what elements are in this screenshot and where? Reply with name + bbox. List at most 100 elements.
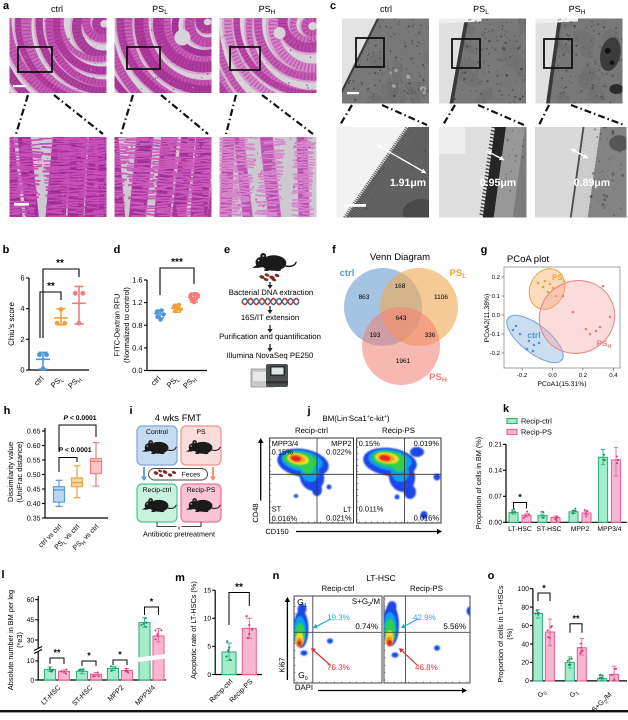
svg-text:ST: ST	[272, 505, 282, 514]
svg-text:0.2: 0.2	[492, 274, 501, 281]
svg-text:Recip-ctrl: Recip-ctrl	[143, 487, 172, 494]
svg-text:PCoA2(11.38%): PCoA2(11.38%)	[484, 294, 491, 343]
svg-text:h: h	[4, 405, 11, 417]
svg-text:ctrl: ctrl	[51, 4, 63, 14]
svg-text:643: 643	[396, 315, 407, 322]
svg-text:0.4: 0.4	[609, 372, 618, 379]
svg-text:ctrl: ctrl	[527, 330, 540, 340]
svg-text:Chiu's score: Chiu's score	[7, 302, 16, 346]
svg-text:0: 0	[207, 672, 211, 679]
svg-text:PCoA1(15.31%): PCoA1(15.31%)	[537, 381, 586, 388]
svg-text:(UniFrac distance): (UniFrac distance)	[15, 441, 24, 503]
svg-text:o: o	[488, 570, 495, 582]
svg-text:Proportion of cells in BM (%): Proportion of cells in BM (%)	[474, 437, 483, 529]
svg-text:MPP2: MPP2	[571, 526, 590, 533]
svg-text:0.60: 0.60	[27, 443, 41, 450]
svg-text:PCoA plot: PCoA plot	[507, 254, 550, 265]
svg-text:0: 0	[20, 366, 24, 375]
svg-text:1.2: 1.2	[132, 298, 142, 307]
svg-text:P < 0.0001: P < 0.0001	[63, 415, 96, 422]
svg-text:0.011%: 0.011%	[359, 505, 384, 514]
svg-text:-0.1: -0.1	[490, 331, 501, 338]
svg-text:*: *	[542, 583, 546, 593]
svg-text:Recip-ctrl: Recip-ctrl	[295, 426, 328, 435]
svg-text:4 wks FMT: 4 wks FMT	[155, 413, 202, 424]
svg-text:0.50: 0.50	[27, 472, 41, 479]
svg-text:100: 100	[518, 586, 530, 593]
svg-text:n: n	[273, 570, 280, 582]
svg-text:a: a	[3, 0, 10, 12]
svg-text:**: **	[47, 281, 55, 292]
svg-text:16S/IT extension: 16S/IT extension	[241, 313, 299, 322]
svg-text:CD150: CD150	[265, 527, 288, 536]
svg-text:0.55: 0.55	[27, 457, 41, 464]
svg-text:(%): (%)	[505, 628, 514, 639]
svg-text:Dissimilarity value: Dissimilarity value	[6, 442, 15, 502]
svg-text:f: f	[332, 244, 336, 256]
svg-text:0.016%: 0.016%	[272, 514, 298, 523]
svg-text:Purification and quantificatio: Purification and quantification	[219, 332, 321, 341]
svg-text:60: 60	[521, 623, 529, 630]
svg-text:0.8: 0.8	[132, 321, 142, 330]
svg-text:j: j	[306, 405, 310, 417]
svg-text:Apoptotic rate of LT-HSCs (%): Apoptotic rate of LT-HSCs (%)	[189, 581, 198, 679]
svg-text:ctrl: ctrl	[340, 268, 355, 279]
svg-text:MPP3/4: MPP3/4	[597, 526, 621, 533]
svg-text:PS: PS	[196, 429, 206, 436]
svg-text:Control: Control	[146, 429, 168, 436]
svg-text:ctrl: ctrl	[380, 4, 392, 14]
svg-text:*: *	[118, 650, 122, 660]
svg-text:10: 10	[27, 658, 35, 665]
svg-text:5: 5	[207, 644, 211, 651]
svg-text:1106: 1106	[434, 294, 448, 301]
svg-text:Recip-PS: Recip-PS	[521, 428, 552, 437]
svg-text:0.07: 0.07	[489, 494, 502, 501]
svg-text:i: i	[129, 405, 132, 417]
svg-text:Recip-PS: Recip-PS	[410, 584, 443, 593]
svg-text:l: l	[1, 569, 4, 581]
svg-text:Bacterial DNA extraction: Bacterial DNA extraction	[229, 288, 314, 297]
svg-text:1.91μm: 1.91μm	[390, 177, 426, 189]
svg-text:40: 40	[521, 641, 529, 648]
svg-text:ST-HSC: ST-HSC	[537, 526, 562, 533]
svg-text:FITC-Dextran RFU: FITC-Dextran RFU	[113, 294, 122, 357]
svg-text:*: *	[150, 597, 154, 607]
svg-text:0.65: 0.65	[27, 428, 41, 435]
svg-text:4: 4	[20, 304, 24, 313]
svg-text:60: 60	[27, 597, 35, 604]
svg-text:CD48: CD48	[251, 503, 260, 522]
svg-text:0.022%: 0.022%	[326, 448, 352, 457]
svg-text:m: m	[175, 572, 185, 584]
svg-text:10: 10	[204, 616, 212, 623]
svg-text:0.14: 0.14	[489, 468, 502, 475]
svg-text:BM(Lin-Sca1+c-kit+): BM(Lin-Sca1+c-kit+)	[323, 414, 390, 423]
svg-text:***: ***	[171, 257, 183, 268]
svg-text:0.74%: 0.74%	[355, 622, 378, 631]
svg-text:LT-HSC: LT-HSC	[366, 573, 396, 583]
svg-text:336: 336	[425, 332, 436, 339]
svg-text:46.8%: 46.8%	[415, 663, 438, 672]
svg-text:42.9%: 42.9%	[413, 613, 436, 622]
svg-text:e: e	[224, 244, 230, 256]
svg-text:0.4: 0.4	[132, 343, 142, 352]
svg-text:76.3%: 76.3%	[327, 663, 350, 672]
svg-text:-0.2: -0.2	[517, 372, 528, 379]
svg-text:0.2: 0.2	[579, 372, 588, 379]
svg-text:LT-HSC: LT-HSC	[508, 526, 532, 533]
svg-text:80: 80	[521, 604, 529, 611]
svg-text:0.00: 0.00	[489, 520, 502, 527]
svg-text:P < 0.0001: P < 0.0001	[58, 447, 91, 454]
svg-text:Recip-PS: Recip-PS	[382, 426, 415, 435]
svg-text:0.89μm: 0.89μm	[574, 177, 610, 189]
svg-text:0.016%: 0.016%	[414, 514, 440, 523]
svg-text:30: 30	[27, 637, 35, 644]
svg-text:k: k	[503, 403, 510, 415]
svg-text:**: **	[56, 258, 64, 269]
svg-text:0.0: 0.0	[548, 372, 557, 379]
svg-text:45: 45	[27, 617, 35, 624]
svg-text:-0.2: -0.2	[490, 350, 501, 357]
svg-text:Venn Diagram: Venn Diagram	[370, 252, 430, 263]
svg-text:0.15%: 0.15%	[272, 448, 294, 457]
svg-text:Proportion of cells in LT-HSCs: Proportion of cells in LT-HSCs	[496, 585, 505, 683]
svg-text:20: 20	[521, 660, 529, 667]
